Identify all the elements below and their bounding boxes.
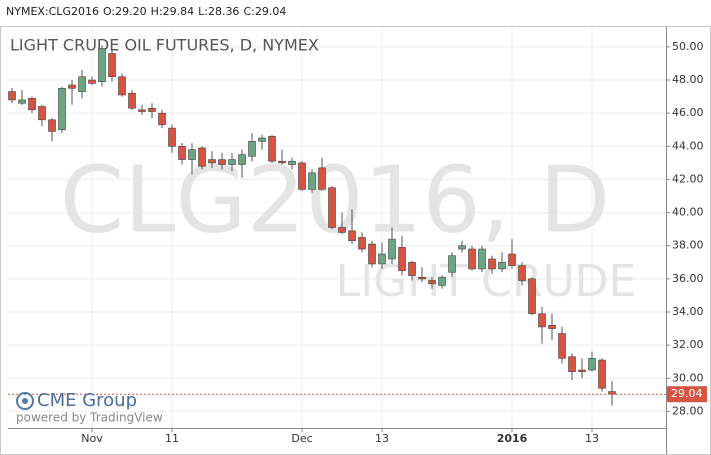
y-tick-label: 34.00 [672, 305, 704, 318]
candle-body [268, 136, 276, 162]
x-tick-label: 13 [375, 432, 389, 445]
ohlc-field: O:29.20 [102, 5, 147, 18]
candle-body [258, 137, 266, 142]
grid [8, 27, 666, 428]
candle-body [8, 91, 16, 101]
y-tick-label: 44.00 [672, 139, 704, 152]
candle-body [98, 48, 106, 82]
y-tick-label: 42.00 [672, 172, 704, 185]
candle-body [348, 230, 356, 242]
x-tick-label: 13 [585, 432, 599, 445]
candle-body [218, 159, 226, 165]
logo: CME Group [37, 390, 137, 411]
y-tick-label: 32.00 [672, 338, 704, 351]
candle-body [138, 109, 146, 112]
x-tick-label: Nov [81, 432, 103, 445]
candle-body [458, 245, 466, 250]
candle-body [148, 107, 156, 112]
candle-body [188, 149, 196, 160]
credit: powered by TradingView [16, 411, 163, 425]
candle-body [578, 369, 586, 372]
candle-body [358, 237, 366, 250]
candle-body [48, 119, 56, 132]
candle-body [128, 92, 136, 109]
y-tick-label: 48.00 [672, 73, 704, 86]
ohlc-field: H:29.84 [150, 5, 195, 18]
candle-body [68, 84, 76, 89]
candle-body [108, 53, 116, 78]
candle-body [438, 276, 446, 286]
candle-body [448, 255, 456, 273]
candle-body [228, 159, 236, 165]
candle-body [568, 356, 576, 372]
candle-body [58, 88, 66, 131]
candle-body [478, 248, 486, 270]
ohlc-field: C:29.04 [243, 5, 287, 18]
candle-body [468, 248, 476, 270]
candle-body [508, 253, 516, 266]
candle-body [398, 247, 406, 271]
y-tick-label: 38.00 [672, 239, 704, 252]
ohlc-header: NYMEX:CLG2016 O:29.20 H:29.84 L:28.36 C:29.0… [6, 5, 290, 18]
candle-body [278, 160, 286, 164]
y-tick-label: 46.00 [672, 106, 704, 119]
x-tick-label: 11 [165, 432, 179, 445]
candle-body [288, 160, 296, 165]
y-tick-label: 50.00 [672, 40, 704, 53]
candle-body [538, 313, 546, 328]
candle-body [498, 261, 506, 270]
candle-body [198, 147, 206, 167]
y-tick-label: 30.00 [672, 371, 704, 384]
candle-body [168, 127, 176, 147]
chart-title: LIGHT CRUDE OIL FUTURES, D, NYMEX [10, 36, 319, 55]
candle-body [118, 76, 126, 96]
y-tick-label: 28.00 [672, 404, 704, 417]
candle-body [368, 243, 376, 265]
candle-body [38, 106, 46, 121]
candle-body [248, 141, 256, 157]
candle-body [18, 99, 26, 104]
y-tick-label: 40.00 [672, 206, 704, 219]
candle-body [588, 358, 596, 371]
last-price-box [667, 386, 707, 403]
candle-body [88, 79, 96, 84]
candle-body [548, 324, 556, 329]
candle-body [328, 187, 336, 228]
candle-body [78, 76, 86, 92]
candle-body [388, 238, 396, 260]
candle-body [158, 112, 166, 126]
candle-body [518, 265, 526, 281]
candle-body [488, 258, 496, 270]
logo-icon [16, 392, 34, 410]
candle-body [408, 261, 416, 276]
candle-body [428, 280, 436, 285]
y-tick-label: 36.00 [672, 272, 704, 285]
candle-body [178, 146, 186, 160]
candle-body [308, 172, 316, 190]
ohlc-field: L:28.36 [198, 5, 240, 18]
candle-body [208, 159, 216, 164]
ohlc-field: NYMEX:CLG2016 [6, 5, 99, 18]
candle-body [558, 333, 566, 359]
candle-body [338, 227, 346, 233]
candle-body [378, 253, 386, 265]
candle-body [318, 167, 326, 190]
x-tick-label: 2016 [497, 432, 528, 445]
candle-body [238, 154, 246, 165]
candle-body [528, 278, 536, 314]
candle-body [418, 276, 426, 280]
candle-body [28, 97, 36, 111]
last-price-label: 29.04 [671, 387, 703, 400]
watermark-sub: LIGHT CRUDE [336, 256, 637, 307]
candles [8, 45, 666, 406]
candle-body [298, 162, 306, 190]
candle-body [598, 359, 606, 389]
x-tick-label: Dec [291, 432, 312, 445]
